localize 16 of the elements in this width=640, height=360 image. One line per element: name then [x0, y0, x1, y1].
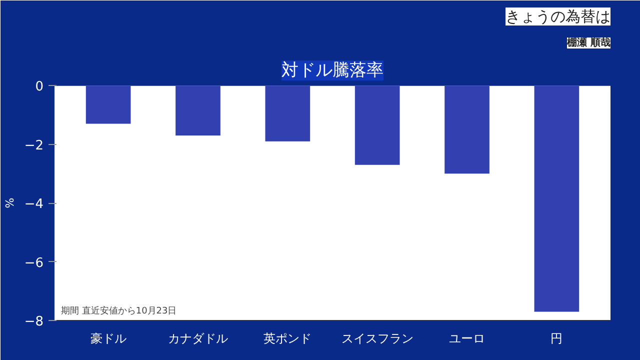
- x-tick-label: 円: [550, 332, 563, 346]
- y-tick-label: −2: [24, 138, 44, 154]
- chart-subtitle: きょうの為替は: [506, 8, 610, 26]
- y-tick-label: −4: [24, 197, 44, 212]
- annotation: 期間 直近安値から10月23日: [60, 306, 177, 316]
- x-tick-label: カナダドル: [168, 332, 228, 346]
- y-tick-label: −8: [24, 314, 44, 330]
- y-tick-label: −6: [24, 256, 44, 271]
- text: 棚瀬 順哉: [566, 36, 611, 48]
- x-tick-label: 英ポンド: [264, 332, 312, 346]
- x-tick-label: 豪ドル: [90, 332, 126, 346]
- y-tick-label: 0: [35, 80, 44, 94]
- x-tick-label: スイスフラン: [341, 332, 414, 346]
- y-axis-title: %: [3, 198, 16, 208]
- x-tick-label: ユーロ: [449, 332, 486, 346]
- chart-title: 対ドル騰落率: [282, 60, 384, 80]
